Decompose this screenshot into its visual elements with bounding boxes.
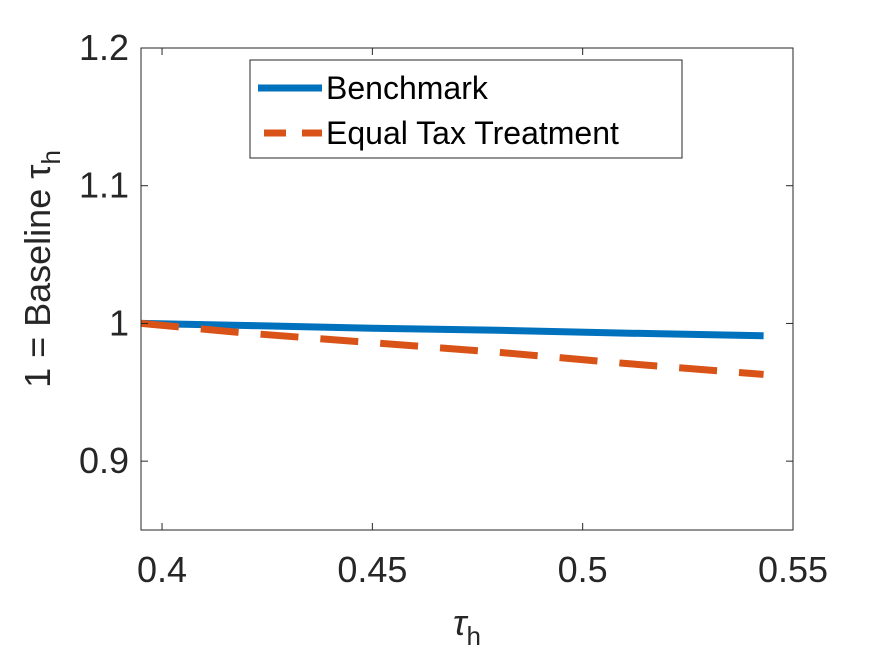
y-axis-label: 1 = Baseline τh [17,150,66,388]
y-tick-label: 1.2 [79,27,129,68]
legend: Benchmark Equal Tax Treatment [249,59,683,159]
series-line-benchmark [140,319,764,340]
x-tick-label: 0.55 [758,549,828,590]
x-axis-label: τh [453,602,481,651]
legend-label-benchmark: Benchmark [326,70,489,106]
series-layer [140,319,764,378]
series-line-equal-tax-treatment [140,319,764,378]
y-tick-label: 1.1 [79,165,129,206]
x-tick-label: 0.45 [337,549,407,590]
x-tick-label: 0.5 [558,549,608,590]
plot-axes-box [140,47,794,531]
y-tick-label: 1 [109,302,129,343]
y-tick-label: 0.9 [79,440,129,481]
ticks-layer [141,47,794,530]
x-tick-label: 0.4 [137,549,187,590]
tick-labels: 0.4 0.45 0.5 0.55 0.9 1 1.1 1.2 [79,27,828,590]
legend-label-equal-tax-treatment: Equal Tax Treatment [326,115,619,151]
legend-box [249,59,683,159]
